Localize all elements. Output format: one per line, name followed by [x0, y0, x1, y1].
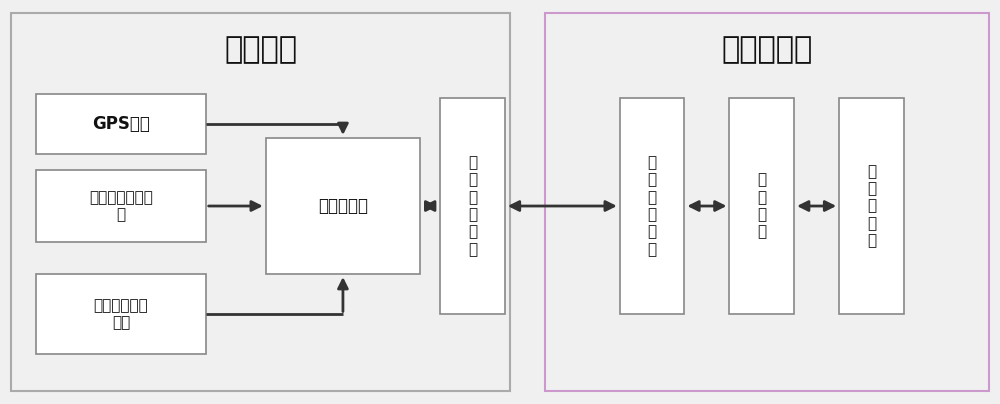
Bar: [36, 170, 206, 242]
Text: 用户设备: 用户设备: [224, 35, 297, 64]
Bar: [266, 138, 420, 274]
Bar: [545, 13, 989, 391]
Text: 中心服务器: 中心服务器: [721, 35, 812, 64]
Text: 无
线
通
信
模
块: 无 线 通 信 模 块: [648, 155, 657, 257]
Bar: [11, 13, 510, 391]
Text: 无
线
通
信
模
块: 无 线 通 信 模 块: [468, 155, 477, 257]
Text: 数据库模块: 数据库模块: [318, 197, 368, 215]
Text: GPS模块: GPS模块: [92, 115, 150, 133]
Bar: [36, 274, 206, 354]
Bar: [729, 98, 794, 314]
Text: 数
据
库
模
块: 数 据 库 模 块: [867, 164, 876, 248]
Bar: [839, 98, 904, 314]
Bar: [620, 98, 684, 314]
Text: 地理位置信息模
块: 地理位置信息模 块: [89, 190, 153, 222]
Bar: [440, 98, 505, 314]
Text: 基站信息采集
模块: 基站信息采集 模块: [94, 298, 148, 330]
Text: 计
算
模
块: 计 算 模 块: [757, 173, 766, 240]
Bar: [36, 94, 206, 154]
